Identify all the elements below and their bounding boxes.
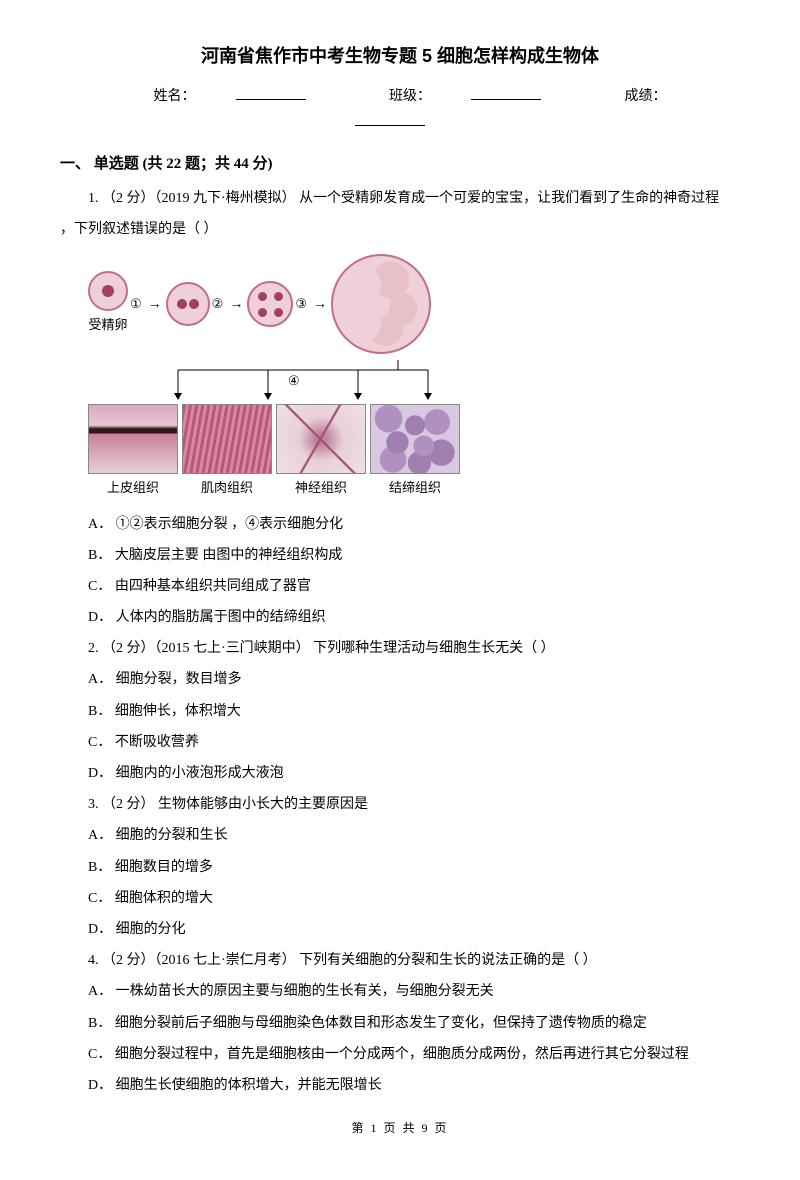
question-3-option-d: D． 细胞的分化 bbox=[88, 917, 740, 942]
tissue-nerve: 神经组织 bbox=[276, 404, 366, 499]
page-title: 河南省焦作市中考生物专题 5 细胞怎样构成生物体 bbox=[60, 40, 740, 72]
question-2-stem: 2. （2 分）（2015 七上·三门峡期中） 下列哪种生理活动与细胞生长无关（… bbox=[60, 636, 740, 661]
question-2-option-a: A． 细胞分裂，数目增多 bbox=[88, 667, 740, 692]
fertilized-egg-label: 受精卵 bbox=[88, 313, 127, 336]
name-label: 姓名： bbox=[134, 89, 326, 104]
section-header: 一、 单选题 (共 22 题；共 44 分) bbox=[60, 151, 740, 178]
step-2-label: ② bbox=[212, 292, 224, 315]
tissue-nerve-label: 神经组织 bbox=[276, 476, 366, 499]
question-4-option-b: B． 细胞分裂前后子细胞与母细胞染色体数目和形态发生了变化，但保持了遗传物质的稳… bbox=[88, 1011, 740, 1036]
arrow-icon: → bbox=[313, 292, 327, 317]
question-1-stem: 1. （2 分）（2019 九下·梅州模拟） 从一个受精卵发育成一个可爱的宝宝，… bbox=[60, 186, 740, 211]
question-3-option-c: C． 细胞体积的增大 bbox=[88, 886, 740, 911]
four-cell-stage bbox=[247, 281, 293, 327]
page-footer: 第 1 页 共 9 页 bbox=[60, 1118, 740, 1140]
question-3-option-b: B． 细胞数目的增多 bbox=[88, 855, 740, 880]
tissue-muscle: 肌肉组织 bbox=[182, 404, 272, 499]
tissue-epithelial: 上皮组织 bbox=[88, 404, 178, 499]
question-4-stem: 4. （2 分）（2016 七上·崇仁月考） 下列有关细胞的分裂和生长的说法正确… bbox=[60, 948, 740, 973]
question-1-option-c: C． 由四种基本组织共同组成了器官 bbox=[88, 574, 740, 599]
score-blank[interactable] bbox=[355, 112, 425, 126]
question-3-option-a: A． 细胞的分裂和生长 bbox=[88, 823, 740, 848]
tissue-connective-image bbox=[370, 404, 460, 474]
arrow-icon: → bbox=[229, 292, 243, 317]
tissue-connective: 结缔组织 bbox=[370, 404, 460, 499]
step-3-label: ③ bbox=[295, 292, 307, 315]
tissue-epithelial-image bbox=[88, 404, 178, 474]
cell-diagram: 受精卵 ① → ② → ③ → bbox=[88, 254, 488, 499]
question-4-option-a: A． 一株幼苗长大的原因主要与细胞的生长有关，与细胞分裂无关 bbox=[88, 979, 740, 1004]
two-cell-stage bbox=[166, 282, 210, 326]
arrow-icon: → bbox=[148, 292, 162, 317]
class-label: 班级： bbox=[369, 89, 561, 104]
tissue-muscle-label: 肌肉组织 bbox=[182, 476, 272, 499]
question-4-option-c: C． 细胞分裂过程中，首先是细胞核由一个分成两个，细胞质分成两份，然后再进行其它… bbox=[88, 1042, 740, 1067]
question-2-option-c: C． 不断吸收营养 bbox=[88, 730, 740, 755]
question-1-stem-cont: ，下列叙述错误的是（ ） bbox=[60, 217, 740, 242]
header-fields: 姓名： 班级： 成绩： bbox=[60, 84, 740, 134]
step-1-label: ① bbox=[130, 292, 142, 315]
svg-text:④: ④ bbox=[288, 373, 300, 388]
fertilized-egg-cell bbox=[88, 271, 128, 311]
tissue-epithelial-label: 上皮组织 bbox=[88, 476, 178, 499]
question-3-stem: 3. （2 分） 生物体能够由小长大的主要原因是 bbox=[60, 792, 740, 817]
question-4-option-d: D． 细胞生长使细胞的体积增大，并能无限增长 bbox=[88, 1073, 740, 1098]
tissue-row: 上皮组织 肌肉组织 神经组织 结缔组织 bbox=[88, 404, 488, 499]
questions-container: 1. （2 分）（2019 九下·梅州模拟） 从一个受精卵发育成一个可爱的宝宝，… bbox=[60, 186, 740, 1098]
question-1-option-a: A． ①②表示细胞分裂 ，④表示细胞分化 bbox=[88, 512, 740, 537]
question-2-option-d: D． 细胞内的小液泡形成大液泡 bbox=[88, 761, 740, 786]
name-blank[interactable] bbox=[236, 86, 306, 100]
question-2-option-b: B． 细胞伸长，体积增大 bbox=[88, 699, 740, 724]
tissue-connective-label: 结缔组织 bbox=[370, 476, 460, 499]
down-arrows: ④ bbox=[128, 360, 448, 400]
cell-cluster bbox=[331, 254, 431, 354]
question-1-option-b: B． 大脑皮层主要 由图中的神经组织构成 bbox=[88, 543, 740, 568]
tissue-muscle-image bbox=[182, 404, 272, 474]
class-blank[interactable] bbox=[471, 86, 541, 100]
tissue-nerve-image bbox=[276, 404, 366, 474]
question-1-option-d: D． 人体内的脂肪属于图中的结缔组织 bbox=[88, 605, 740, 630]
